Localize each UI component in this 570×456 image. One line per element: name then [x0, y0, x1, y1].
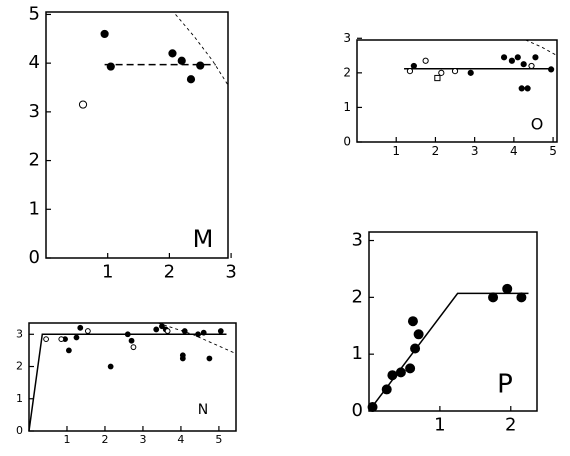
point [532, 54, 539, 61]
x-tick-label: 1 [392, 144, 400, 158]
point [451, 68, 459, 75]
point [502, 283, 513, 294]
y-tick-label: 1 [16, 392, 23, 405]
point [508, 57, 516, 64]
x-tick-label: 1 [434, 414, 445, 435]
plot-frame [368, 231, 538, 412]
point [434, 74, 441, 82]
x-tick-label: 2 [505, 414, 516, 435]
plot-frame [356, 39, 558, 143]
point [413, 329, 424, 340]
point [488, 292, 499, 303]
point [406, 68, 414, 75]
point [520, 61, 527, 68]
panel-label: N [198, 402, 208, 418]
point [438, 69, 445, 76]
point [106, 62, 115, 71]
panel-label: O [531, 115, 544, 134]
x-tick-label: 2 [101, 433, 108, 446]
point [78, 100, 88, 109]
panel-label: M [193, 225, 214, 253]
point [405, 363, 416, 374]
point [410, 343, 421, 354]
x-tick-label: 5 [549, 144, 557, 158]
plot-frame [45, 11, 229, 259]
point [124, 331, 131, 338]
point [518, 85, 525, 92]
point [516, 292, 527, 303]
y-tick-label: 4 [29, 52, 40, 73]
y-tick-label: 3 [352, 230, 363, 251]
y-tick-label: 3 [29, 101, 40, 122]
y-tick-label: 0 [343, 135, 351, 149]
point [206, 355, 213, 362]
point [548, 66, 555, 73]
point [84, 328, 91, 334]
point [65, 347, 72, 354]
plot-frame [28, 322, 237, 432]
x-tick-label: 3 [139, 433, 146, 446]
x-tick-label: 2 [164, 261, 175, 282]
point [130, 344, 137, 351]
x-tick-label: 4 [510, 144, 518, 158]
y-tick-label: 2 [29, 150, 40, 171]
fit-line [525, 39, 558, 56]
x-tick-label: 5 [215, 433, 222, 446]
point [367, 402, 378, 413]
point [528, 62, 535, 70]
y-tick-label: 2 [352, 286, 363, 307]
point [196, 61, 205, 70]
x-tick-label: 1 [63, 433, 70, 446]
point [524, 85, 531, 92]
y-tick-label: 1 [29, 198, 40, 219]
point [107, 363, 114, 370]
point [159, 323, 165, 330]
point [410, 62, 417, 70]
y-tick-label: 1 [343, 100, 351, 114]
y-tick-label: 0 [29, 247, 40, 268]
point [514, 54, 521, 61]
x-tick-label: 2 [432, 144, 440, 158]
point [128, 337, 135, 344]
point [77, 324, 84, 331]
point [407, 316, 418, 327]
fit-line [175, 14, 229, 86]
point [179, 355, 186, 362]
point [177, 56, 186, 65]
point [164, 328, 171, 334]
point [422, 57, 429, 64]
x-tick-label: 4 [177, 433, 184, 446]
fit-line [157, 322, 237, 355]
fit-line [28, 333, 227, 432]
point [153, 326, 160, 333]
x-tick-label: 3 [471, 144, 479, 158]
point [168, 49, 177, 58]
point [467, 69, 474, 76]
point [100, 29, 109, 39]
point [387, 370, 398, 381]
point [395, 367, 406, 378]
point [43, 336, 49, 343]
point [58, 336, 65, 343]
point [195, 331, 201, 338]
y-tick-label: 0 [352, 400, 363, 421]
y-tick-label: 2 [343, 65, 351, 79]
point [181, 328, 188, 334]
point [200, 329, 207, 336]
panel-label: P [497, 370, 513, 400]
y-tick-label: 0 [16, 424, 23, 437]
point [73, 334, 80, 341]
point [500, 54, 508, 61]
y-tick-label: 5 [29, 3, 40, 24]
x-tick-label: 1 [102, 261, 113, 282]
point [381, 384, 392, 395]
y-tick-label: 3 [16, 327, 23, 340]
point [186, 75, 196, 84]
y-tick-label: 1 [352, 343, 363, 364]
point [217, 328, 224, 334]
x-tick-label: 3 [225, 261, 236, 282]
y-tick-label: 2 [16, 360, 23, 373]
y-tick-label: 3 [343, 31, 351, 45]
